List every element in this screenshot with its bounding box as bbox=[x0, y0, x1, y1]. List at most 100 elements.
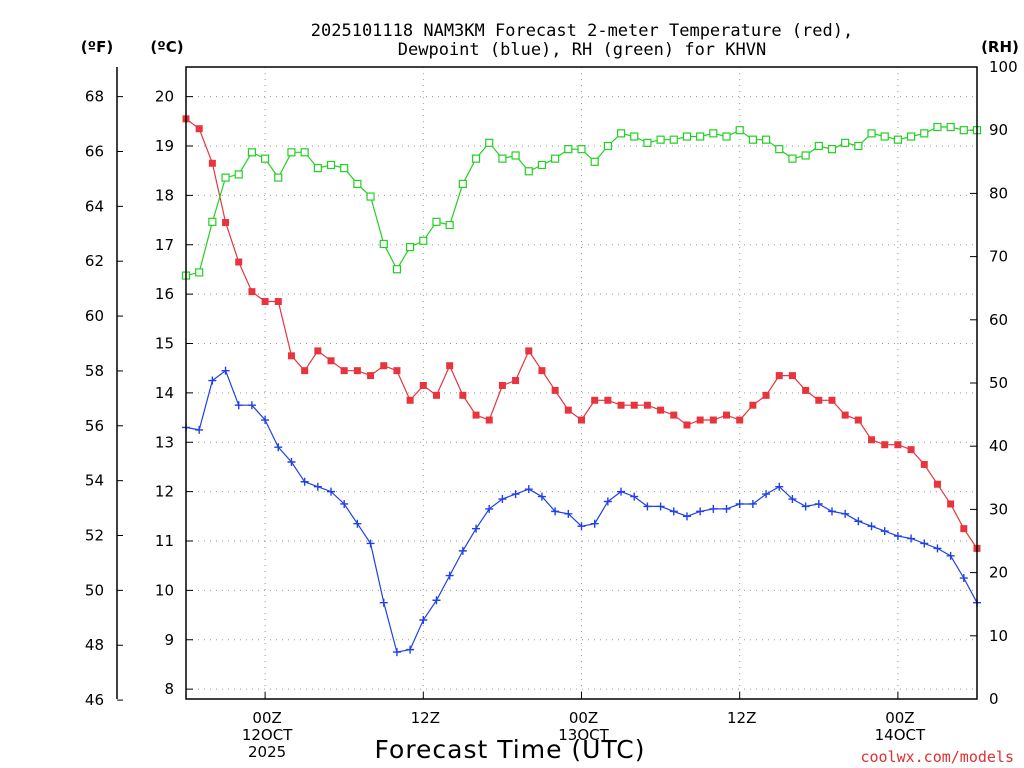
dewpoint-point bbox=[366, 539, 375, 548]
dewpoint-point bbox=[498, 495, 507, 504]
rh-tick-label: 20 bbox=[989, 564, 1008, 582]
fahrenheit-tick-label: 62 bbox=[85, 252, 104, 270]
temperature-point bbox=[446, 362, 454, 370]
rh-point bbox=[906, 132, 916, 141]
dewpoint-point bbox=[221, 366, 230, 375]
rh-point bbox=[814, 141, 823, 151]
dewpoint-point bbox=[340, 499, 349, 508]
dewpoint-point bbox=[788, 495, 797, 504]
dewpoint-point bbox=[234, 401, 243, 410]
dewpoint-point bbox=[630, 492, 639, 501]
temperature-point bbox=[578, 416, 585, 424]
celsius-tick-label: 15 bbox=[155, 335, 174, 353]
rh-point bbox=[419, 236, 428, 245]
celsius-tick-label: 18 bbox=[155, 186, 174, 204]
dewpoint-point bbox=[551, 507, 560, 516]
temperature-point bbox=[551, 386, 559, 394]
dewpoint-point bbox=[432, 596, 441, 605]
temperature-point bbox=[709, 416, 717, 424]
celsius-tick-label: 10 bbox=[155, 581, 174, 599]
rh-tick-label: 50 bbox=[989, 374, 1008, 392]
temperature-point bbox=[327, 357, 335, 365]
dewpoint-point bbox=[603, 497, 612, 506]
rh-point bbox=[392, 265, 402, 274]
temperature-point bbox=[538, 367, 546, 375]
dewpoint-point bbox=[893, 532, 902, 541]
celsius-tick-label: 20 bbox=[155, 88, 174, 106]
dewpoint-point bbox=[419, 616, 428, 624]
dewpoint-point bbox=[867, 522, 876, 531]
rh-point bbox=[537, 160, 547, 170]
dewpoint-point bbox=[379, 598, 388, 607]
rh-tick-label: 30 bbox=[989, 500, 1008, 518]
dewpoint-point bbox=[406, 645, 415, 654]
fahrenheit-tick-label: 46 bbox=[85, 691, 104, 709]
rh-point bbox=[261, 154, 270, 163]
dewpoint-point bbox=[959, 574, 968, 583]
temperature-point bbox=[195, 125, 203, 133]
rh-point bbox=[524, 167, 533, 176]
rh-tick-label: 10 bbox=[989, 627, 1008, 645]
temperature-point bbox=[222, 219, 230, 227]
dewpoint-point bbox=[313, 482, 322, 491]
time-tick-label: 12Z bbox=[727, 709, 756, 727]
rh-point bbox=[247, 148, 257, 157]
credit-text: coolwx.com/models bbox=[860, 748, 1014, 766]
temperature-point bbox=[960, 525, 968, 533]
celsius-tick-label: 19 bbox=[155, 137, 174, 155]
dewpoint-point bbox=[485, 504, 494, 513]
fahrenheit-tick-label: 54 bbox=[85, 472, 104, 490]
dewpoint-point bbox=[748, 499, 757, 508]
temperature-point bbox=[340, 367, 348, 375]
temperature-point bbox=[208, 159, 216, 167]
rh-point bbox=[696, 132, 705, 141]
rh-point bbox=[722, 132, 731, 141]
fahrenheit-tick-label: 50 bbox=[85, 581, 104, 599]
temperature-point bbox=[459, 391, 467, 399]
rh-point bbox=[630, 132, 639, 141]
dewpoint-point bbox=[445, 571, 454, 580]
dewpoint-point bbox=[801, 502, 810, 511]
rh-point bbox=[326, 160, 336, 170]
rh-point bbox=[920, 129, 929, 138]
rh-point bbox=[564, 145, 573, 154]
temperature-point bbox=[274, 298, 282, 306]
dewpoint-point bbox=[208, 376, 217, 385]
fahrenheit-tick-label: 66 bbox=[85, 142, 104, 160]
dewpoint-point bbox=[274, 443, 283, 452]
temperature-point bbox=[630, 401, 638, 409]
rh-point bbox=[735, 126, 744, 135]
temperature-point bbox=[485, 416, 493, 424]
dewpoint-point bbox=[775, 482, 784, 491]
fahrenheit-tick-label: 68 bbox=[85, 88, 104, 106]
temperature-point bbox=[670, 411, 678, 419]
temperature-point bbox=[802, 386, 810, 394]
rh-point bbox=[656, 135, 665, 144]
rh-point bbox=[616, 129, 626, 138]
series-layer bbox=[181, 115, 982, 657]
grid-lines bbox=[186, 67, 977, 699]
dewpoint-point bbox=[762, 490, 771, 499]
rh-tick-label: 60 bbox=[989, 311, 1008, 329]
fahrenheit-axis: 46 48 50 52 54 56 58 60 62 64 66 68 bbox=[85, 67, 123, 709]
dewpoint-point bbox=[643, 502, 652, 511]
rh-point bbox=[234, 170, 243, 179]
dewpoint-point bbox=[564, 509, 573, 518]
rh-tick-label: 80 bbox=[989, 184, 1008, 202]
dewpoint-point bbox=[920, 539, 929, 548]
rh-point bbox=[827, 145, 837, 154]
celsius-tick-label: 14 bbox=[155, 384, 174, 402]
rh-tick-label: 0 bbox=[989, 690, 999, 708]
temperature-point bbox=[894, 441, 902, 449]
dewpoint-point bbox=[261, 416, 270, 425]
rh-point bbox=[801, 151, 810, 160]
dewpoint-point bbox=[617, 487, 626, 496]
temperature-point bbox=[287, 352, 295, 360]
temperature-point bbox=[854, 416, 862, 424]
dewpoint-point bbox=[300, 477, 309, 486]
temperature-point bbox=[261, 298, 269, 306]
celsius-axis-label: (ºC) bbox=[150, 38, 183, 56]
rh-point bbox=[406, 243, 415, 252]
